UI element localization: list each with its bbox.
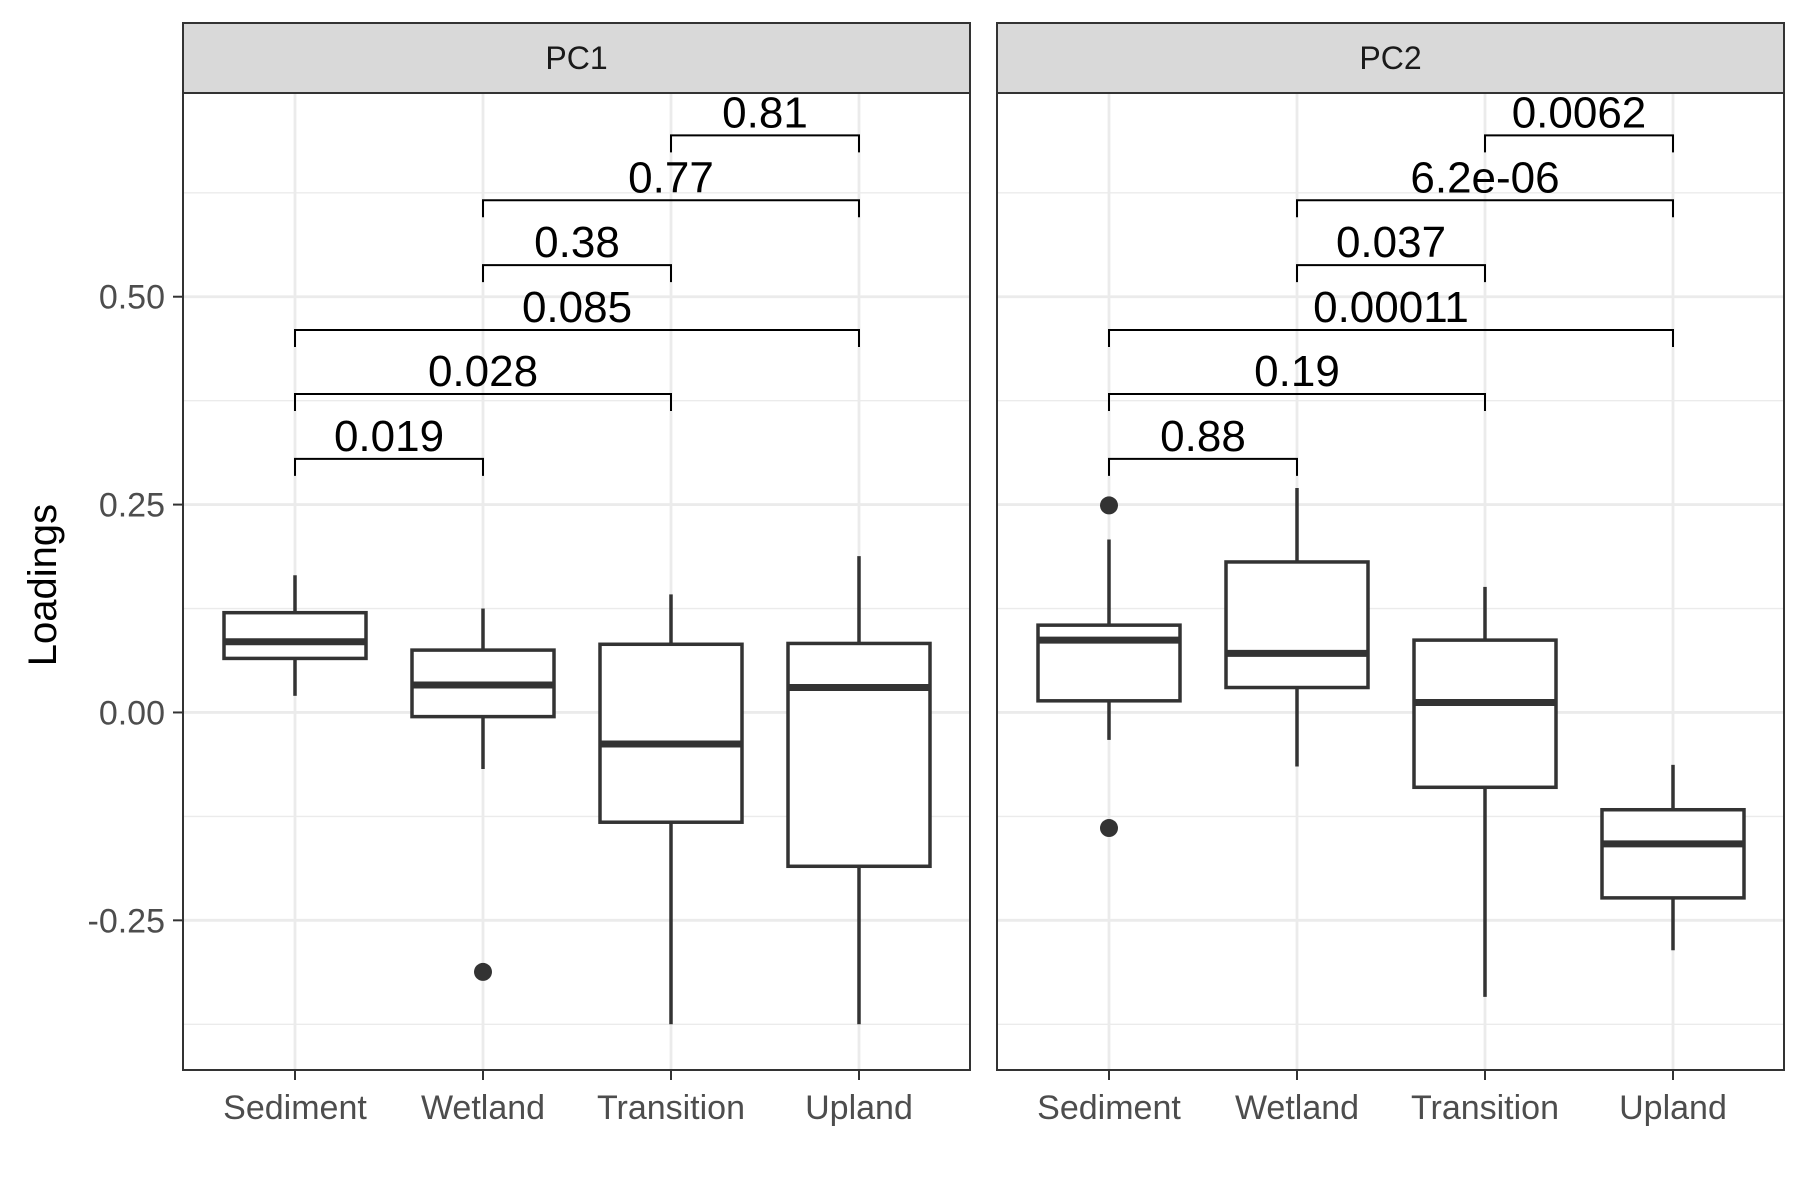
- x-tick-label: Upland: [1619, 1089, 1727, 1127]
- x-tick-label: Upland: [805, 1089, 913, 1127]
- comparison-bracket: 6.2e-06: [1296, 153, 1674, 218]
- comparison-bracket: 0.88: [1108, 412, 1298, 476]
- facet-strip-label: PC1: [545, 40, 607, 76]
- bracket-line: [482, 199, 860, 218]
- box-iqr: [598, 642, 744, 824]
- p-value-label: 0.81: [722, 88, 808, 137]
- comparison-bracket: 0.085: [294, 283, 860, 347]
- y-tick-label: 0.25: [99, 487, 165, 525]
- box-sediment: [1036, 496, 1182, 838]
- bracket-line: [1484, 134, 1674, 153]
- comparison-bracket: 0.77: [482, 153, 860, 218]
- x-tick-label: Sediment: [223, 1089, 367, 1127]
- comparison-bracket: 0.00011: [1108, 283, 1674, 347]
- bracket-line: [670, 134, 860, 153]
- bracket-line: [1108, 328, 1674, 347]
- p-value-label: 0.77: [628, 153, 714, 202]
- bracket-line: [1296, 199, 1674, 218]
- outlier-point: [1100, 496, 1118, 515]
- p-value-label: 0.00011: [1313, 283, 1469, 332]
- bracket-line: [1108, 457, 1298, 476]
- y-tick-label: 0.00: [99, 694, 165, 732]
- bracket-line: [294, 457, 484, 476]
- x-tick-label: Wetland: [1235, 1089, 1359, 1127]
- y-axis-title: Loadings: [21, 504, 65, 666]
- x-tick-label: Transition: [597, 1089, 745, 1127]
- p-value-label: 0.88: [1160, 412, 1246, 461]
- p-value-label: 0.028: [428, 347, 538, 396]
- outlier-point: [1100, 819, 1118, 838]
- facet-panel-pc2: PC2 0.880.19 0.00011 0.037 6.2e-06 0.0062 Sedi…: [996, 22, 1785, 1127]
- outlier-point: [474, 962, 492, 981]
- y-tick-label: 0.50: [99, 279, 165, 317]
- facet-strip: [182, 22, 971, 94]
- box-iqr: [1224, 560, 1370, 690]
- p-value-label: 0.019: [334, 412, 444, 461]
- box-iqr: [786, 641, 932, 869]
- box-iqr: [1600, 807, 1746, 900]
- box-transition: [1412, 586, 1558, 997]
- box-wetland: [410, 608, 556, 981]
- box-upland: [1600, 764, 1746, 951]
- p-value-label: 0.0062: [1512, 88, 1647, 137]
- comparison-bracket: 0.028: [294, 347, 672, 411]
- x-tick-label: Sediment: [1037, 1089, 1181, 1127]
- box-wetland: [1224, 487, 1370, 767]
- comparison-bracket: 0.019: [294, 412, 484, 476]
- p-value-label: 0.037: [1336, 218, 1446, 267]
- comparison-bracket: 0.81: [670, 88, 860, 153]
- box-iqr: [222, 610, 368, 661]
- bracket-line: [294, 328, 860, 347]
- box-iqr: [1036, 623, 1182, 703]
- comparison-bracket: 0.19: [1108, 347, 1486, 411]
- comparison-bracket: 0.0062: [1484, 88, 1674, 153]
- facet-strip: [996, 22, 1785, 94]
- facet-panels: PC1 0.019 0.028 0.085 0.380.770.81 Sediment We…: [88, 22, 1785, 1127]
- x-tick-label: Wetland: [421, 1089, 545, 1127]
- box-iqr: [1412, 638, 1558, 790]
- p-value-label: 0.085: [522, 283, 632, 332]
- box-sediment: [222, 575, 368, 696]
- panel-border: [996, 92, 1785, 1071]
- bracket-line: [1296, 264, 1486, 283]
- y-tick-label: -0.25: [88, 902, 166, 940]
- bracket-line: [482, 264, 672, 283]
- bracket-line: [294, 392, 672, 411]
- box-transition: [598, 594, 744, 1025]
- comparison-bracket: 0.38: [482, 218, 672, 283]
- x-tick-label: Transition: [1411, 1089, 1559, 1127]
- panel-border: [182, 92, 971, 1071]
- facet-panel-pc1: PC1 0.019 0.028 0.085 0.380.770.81 Sediment We…: [88, 22, 971, 1127]
- p-value-label: 0.38: [534, 218, 620, 267]
- comparison-bracket: 0.037: [1296, 218, 1486, 283]
- box-upland: [786, 556, 932, 1025]
- p-value-label: 0.19: [1254, 347, 1340, 396]
- p-value-label: 6.2e-06: [1410, 153, 1559, 202]
- bracket-line: [1108, 392, 1486, 411]
- facet-strip-label: PC2: [1359, 40, 1421, 76]
